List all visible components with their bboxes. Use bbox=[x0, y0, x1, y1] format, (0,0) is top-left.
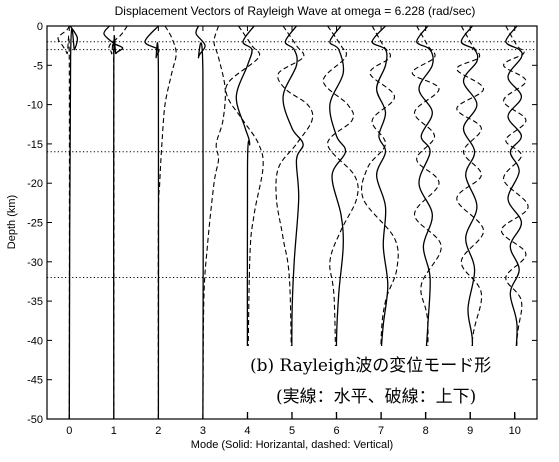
y-tick-label-10: -50 bbox=[27, 414, 43, 426]
annotation-box bbox=[243, 346, 532, 412]
layer-boundaries bbox=[47, 41, 537, 279]
mode-3-vertical-line bbox=[202, 25, 226, 420]
mode-curves bbox=[57, 25, 529, 420]
y-tick-label-2: -10 bbox=[27, 100, 43, 112]
y-ticks: 0 -5 -10 -15 -20 -25 -30 -35 -40 -45 -50 bbox=[27, 21, 537, 426]
x-tick-label-0: 0 bbox=[66, 425, 72, 437]
mode-9-vertical-line bbox=[456, 25, 485, 420]
mode-8-vertical-line bbox=[411, 25, 442, 420]
mode-7-vertical-line bbox=[361, 25, 399, 420]
y-tick-label-7: -35 bbox=[27, 296, 43, 308]
x-tick-label-1: 1 bbox=[111, 425, 117, 437]
mode-7-horizontal-line bbox=[371, 25, 389, 420]
annotation-line-2: (実線：水平、破線：上下) bbox=[276, 387, 476, 407]
x-tick-label-7: 7 bbox=[378, 425, 384, 437]
mode-10-horizontal-line bbox=[505, 25, 523, 420]
y-axis-label-group: Depth (km) bbox=[6, 195, 18, 249]
y-tick-label-9: -45 bbox=[27, 375, 43, 387]
chart-title: Displacement Vectors of Rayleigh Wave at… bbox=[115, 4, 476, 18]
mode-4-horizontal-line bbox=[235, 25, 255, 420]
mode-8-horizontal-line bbox=[416, 25, 434, 420]
mode-3-horizontal-line bbox=[195, 25, 206, 420]
y-tick-label-0: 0 bbox=[37, 21, 43, 33]
mode-5-horizontal-line bbox=[282, 25, 304, 420]
annotation-line-1: (b) Rayleigh波の変位モード形 bbox=[250, 356, 491, 376]
mode-1-horizontal-line bbox=[103, 25, 124, 420]
y-tick-label-6: -30 bbox=[27, 257, 43, 269]
y-tick-label-5: -25 bbox=[27, 218, 43, 230]
x-tick-label-10: 10 bbox=[509, 425, 521, 437]
mode-6-vertical-line bbox=[322, 25, 359, 420]
x-tick-label-4: 4 bbox=[244, 425, 250, 437]
y-tick-label-3: -15 bbox=[27, 139, 43, 151]
mode-6-horizontal-line bbox=[329, 25, 347, 420]
y-tick-label-8: -40 bbox=[27, 335, 43, 347]
mode-0-vertical-line bbox=[57, 25, 70, 420]
y-tick-label-1: -5 bbox=[33, 60, 43, 72]
x-tick-label-9: 9 bbox=[467, 425, 473, 437]
mode-10-vertical-line bbox=[500, 25, 529, 420]
mode-2-horizontal-line bbox=[144, 25, 160, 420]
x-ticks: 0 1 2 3 4 5 6 7 8 9 10 bbox=[66, 26, 521, 437]
x-tick-label-3: 3 bbox=[200, 425, 206, 437]
x-tick-label-5: 5 bbox=[289, 425, 295, 437]
x-tick-label-8: 8 bbox=[423, 425, 429, 437]
x-tick-label-6: 6 bbox=[333, 425, 339, 437]
y-tick-label-4: -20 bbox=[27, 178, 43, 190]
y-axis-label: Depth (km) bbox=[6, 195, 18, 249]
x-tick-label-2: 2 bbox=[155, 425, 161, 437]
mode-9-horizontal-line bbox=[460, 25, 479, 420]
mode-0-horizontal-line bbox=[68, 25, 79, 420]
mode-4-vertical-line bbox=[225, 25, 264, 420]
x-axis-label: Mode (Solid: Horizantal, dashed: Vertica… bbox=[191, 439, 393, 451]
mode-2-vertical-line bbox=[157, 25, 177, 420]
mode-1-vertical-line bbox=[108, 25, 128, 420]
